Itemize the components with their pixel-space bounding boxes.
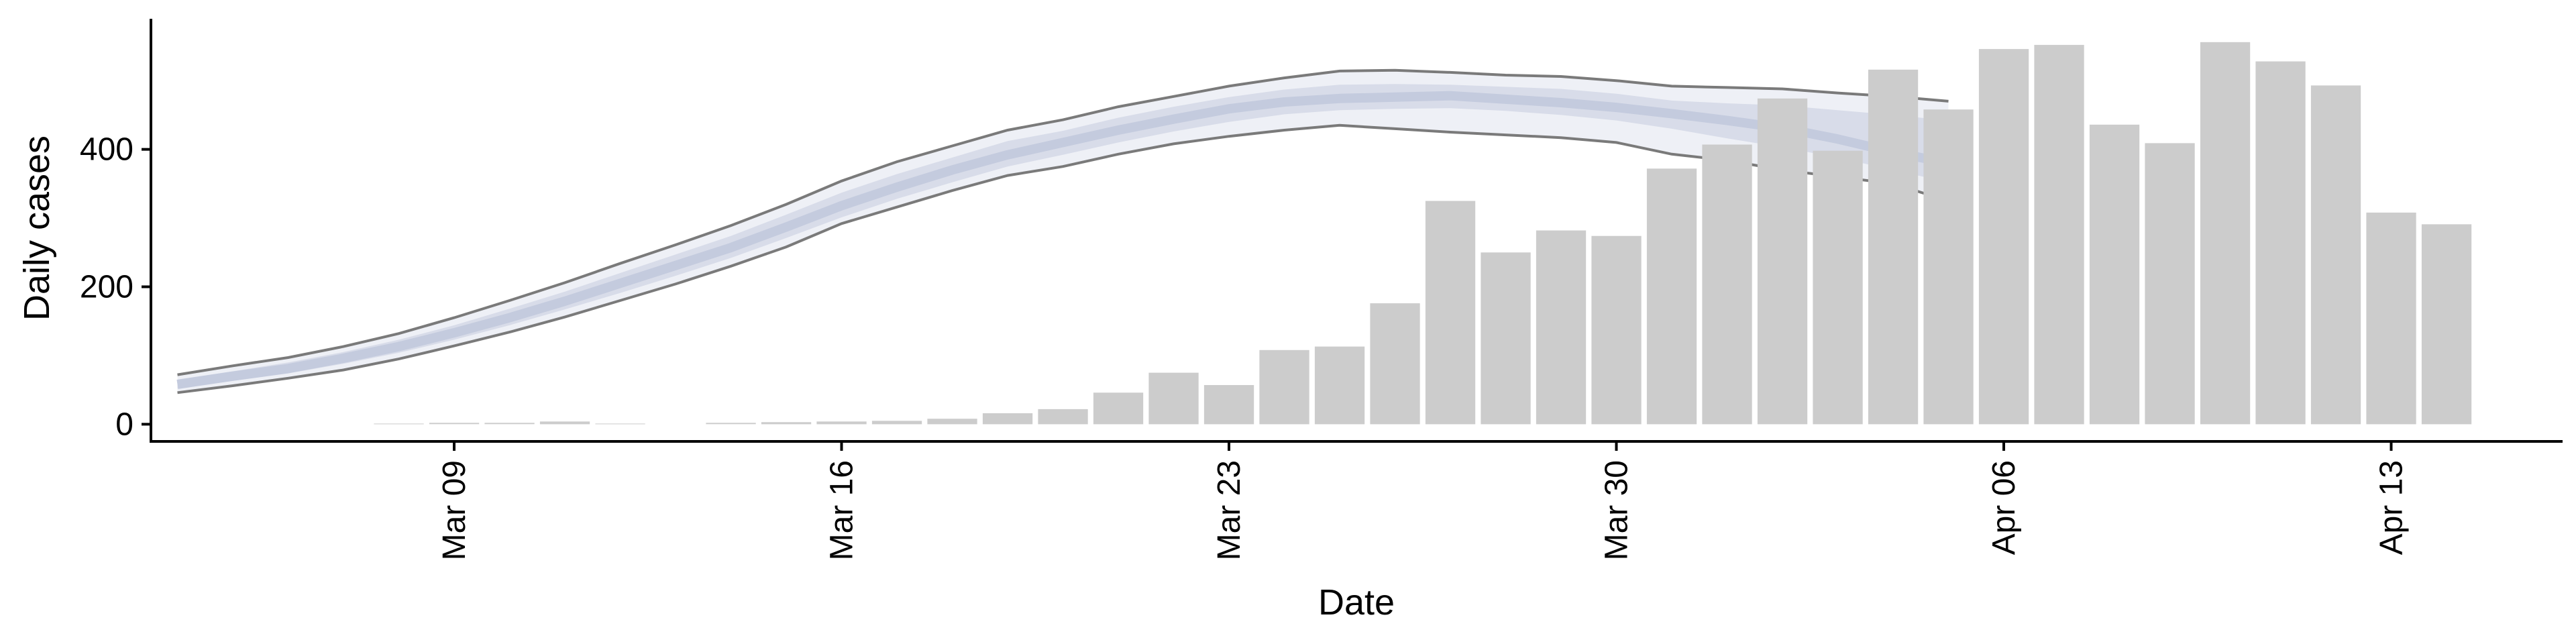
x-tick-label: Mar 16 (824, 460, 860, 560)
y-tick-label: 400 (80, 132, 133, 168)
daily-case-bar (1425, 201, 1476, 425)
daily-case-bar (1923, 109, 1974, 425)
daily-case-bar (374, 423, 424, 425)
x-tick-label: Mar 30 (1599, 460, 1635, 560)
daily-case-bar (982, 413, 1033, 425)
daily-case-bar (1536, 230, 1587, 425)
daily-case-bar (1757, 98, 1808, 425)
lower-bound-line (177, 123, 1949, 394)
daily-case-bar (871, 421, 922, 425)
x-axis-ticks: Mar 09 Mar 16 Mar 23 Mar 30 Apr 06 Apr 13 (437, 441, 2410, 560)
daily-case-bar (816, 421, 867, 425)
y-tick-label: 0 (115, 407, 133, 442)
daily-case-bar (595, 423, 645, 425)
daily-case-bar (1259, 350, 1309, 425)
daily-case-bar (2034, 44, 2084, 425)
daily-case-bar (2200, 42, 2251, 425)
daily-case-bar (1646, 168, 1697, 425)
x-axis-title: Date (1318, 582, 1395, 623)
daily-case-bar (2089, 124, 2140, 425)
daily-case-bar (2366, 212, 2416, 425)
daily-case-bar (1093, 392, 1144, 425)
daily-case-bar (1702, 144, 1752, 425)
bar-layer (374, 42, 2472, 425)
y-axis-ticks: 0 200 400 (80, 132, 151, 442)
y-tick-label: 200 (80, 270, 133, 305)
daily-case-bar (2255, 61, 2306, 425)
daily-case-bar (1813, 150, 1863, 425)
daily-case-bar (429, 423, 480, 425)
daily-case-bar (2421, 224, 2472, 425)
daily-case-bar (1591, 235, 1642, 425)
daily-case-bar (1370, 303, 1420, 425)
x-tick-label: Mar 09 (437, 460, 472, 560)
daily-case-bar (1978, 49, 2029, 425)
x-tick-label: Mar 23 (1212, 460, 1247, 560)
daily-case-bar (2145, 143, 2195, 425)
daily-case-bar (1314, 346, 1365, 425)
x-tick-label: Apr 13 (2374, 460, 2410, 555)
y-axis-title: Daily cases (17, 136, 57, 321)
daily-case-bar (1038, 409, 1088, 425)
daily-case-bar (1148, 372, 1199, 425)
daily-case-bar (761, 422, 812, 425)
daily-case-bar (484, 423, 535, 425)
axis-layer: 0 200 400 Mar 09 Mar 16 Mar 23 Mar 30 Apr 06 Ap… (17, 19, 2563, 623)
daily-case-bar (706, 423, 756, 425)
daily-case-bar (1481, 252, 1531, 425)
daily-case-bar (2310, 85, 2361, 425)
upper-bound-line (177, 68, 1949, 376)
x-tick-label: Apr 06 (1986, 460, 2022, 555)
daily-case-bar (927, 419, 977, 425)
daily-case-bar (1203, 385, 1254, 425)
daily-case-bar (539, 421, 590, 425)
median-estimate-line (176, 91, 1949, 389)
daily-case-bar (1868, 69, 1919, 425)
